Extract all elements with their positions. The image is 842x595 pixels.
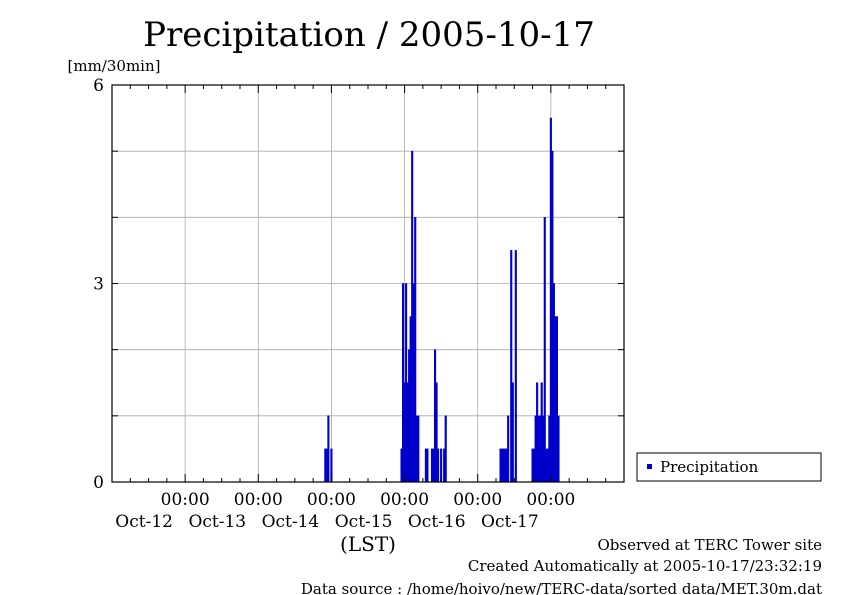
x-axis: 00:00Oct-1200:00Oct-1300:00Oct-1400:00Oc… xyxy=(111,85,625,532)
precip-bar xyxy=(437,448,440,483)
x-time-label: 00:00 xyxy=(307,490,356,510)
y-tick-label: 3 xyxy=(93,275,104,295)
precip-bar xyxy=(426,448,429,483)
legend-swatch xyxy=(647,464,652,469)
x-axis-label: (LST) xyxy=(340,532,396,556)
precip-bar xyxy=(507,415,510,483)
precip-bar xyxy=(557,415,560,483)
x-time-label: 00:00 xyxy=(161,490,210,510)
chart-title: Precipitation / 2005-10-17 xyxy=(143,15,595,55)
y-tick-label: 0 xyxy=(93,473,104,493)
y-unit-label: [mm/30min] xyxy=(68,57,161,75)
bar-series xyxy=(324,117,560,483)
x-time-label: 00:00 xyxy=(453,490,502,510)
precip-bar xyxy=(511,382,514,483)
x-date-label: Oct-15 xyxy=(335,512,393,532)
precip-bar xyxy=(444,415,447,483)
legend-box xyxy=(636,452,822,482)
legend-label: Precipitation xyxy=(660,458,759,476)
x-time-label: 00:00 xyxy=(234,490,283,510)
x-date-label: Oct-17 xyxy=(481,512,539,532)
precip-bar xyxy=(514,250,517,483)
x-time-label: 00:00 xyxy=(526,490,575,510)
x-date-label: Oct-14 xyxy=(262,512,320,532)
x-date-label: Oct-12 xyxy=(115,512,173,532)
y-axis: 0 3 6 xyxy=(93,76,624,493)
y-tick-label: 6 xyxy=(93,76,104,96)
footer-observed: Observed at TERC Tower site xyxy=(597,536,822,554)
footer-created: Created Automatically at 2005-10-17/23:3… xyxy=(468,557,822,575)
footer-data-source: Data source : /home/hoivo/new/TERC-data/… xyxy=(301,580,822,595)
precip-bar xyxy=(327,415,330,483)
precip-bar xyxy=(417,415,420,483)
legend: Precipitation xyxy=(636,452,822,482)
x-date-label: Oct-16 xyxy=(408,512,466,532)
precip-bar xyxy=(543,217,546,483)
precip-bar xyxy=(440,448,443,483)
grid-lines xyxy=(112,85,624,482)
x-date-label: Oct-13 xyxy=(188,512,246,532)
x-time-label: 00:00 xyxy=(380,490,429,510)
